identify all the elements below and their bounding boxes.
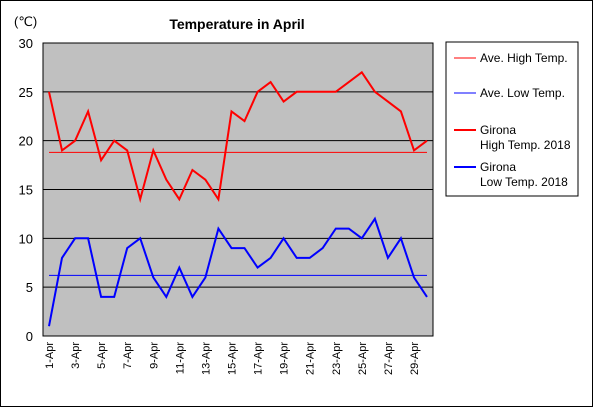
legend-label: Ave. High Temp. [480, 51, 568, 65]
x-tick-label: 11-Apr [174, 342, 186, 375]
series-line-3 [48, 216, 428, 327]
y-unit-label: (℃) [14, 14, 37, 29]
x-tick-label: 5-Apr [96, 342, 108, 369]
x-tick-label: 21-Apr [305, 342, 317, 375]
x-tick-label: 23-Apr [331, 342, 343, 375]
x-tick-label: 27-Apr [383, 342, 395, 375]
y-tick-label: 15 [19, 183, 33, 198]
x-tick-label: 13-Apr [200, 342, 212, 375]
series-line-2 [48, 70, 428, 204]
y-tick-label: 10 [19, 231, 33, 246]
x-tick-label: 9-Apr [148, 342, 160, 369]
x-tick-labels: 1-Apr 3-Apr 5-Apr 7-Apr 9-Apr 11-Apr 13-Apr 15-… [44, 342, 421, 375]
y-tick-labels: 0 5 10 15 20 25 30 [19, 36, 33, 344]
y-tick-label: 5 [26, 280, 33, 295]
x-tick-label: 3-Apr [70, 342, 82, 369]
chart-title: Temperature in April [169, 16, 304, 32]
x-tick-label: 25-Apr [357, 342, 369, 375]
x-tick-label: 29-Apr [409, 342, 421, 375]
legend-label: Low Temp. 2018 [480, 175, 568, 189]
legend-label: Girona [480, 160, 516, 174]
legend-label: Ave. Low Temp. [480, 86, 565, 100]
legend-label: Girona [480, 123, 516, 137]
gridlines [43, 91, 433, 288]
y-tick-label: 0 [26, 329, 33, 344]
legend: Ave. High Temp.Ave. Low Temp.GironaHigh … [445, 41, 579, 197]
y-tick-label: 20 [19, 134, 33, 149]
x-tick-label: 17-Apr [253, 342, 265, 375]
x-tick-label: 1-Apr [44, 342, 56, 369]
legend-box [445, 41, 579, 197]
x-tick-label: 7-Apr [122, 342, 134, 369]
series-lines [48, 70, 428, 327]
y-tick-label: 25 [19, 85, 33, 100]
x-tick-label: 19-Apr [279, 342, 291, 375]
y-tick-label: 30 [19, 36, 33, 51]
x-tick-label: 15-Apr [226, 342, 238, 375]
legend-label: High Temp. 2018 [480, 138, 571, 152]
